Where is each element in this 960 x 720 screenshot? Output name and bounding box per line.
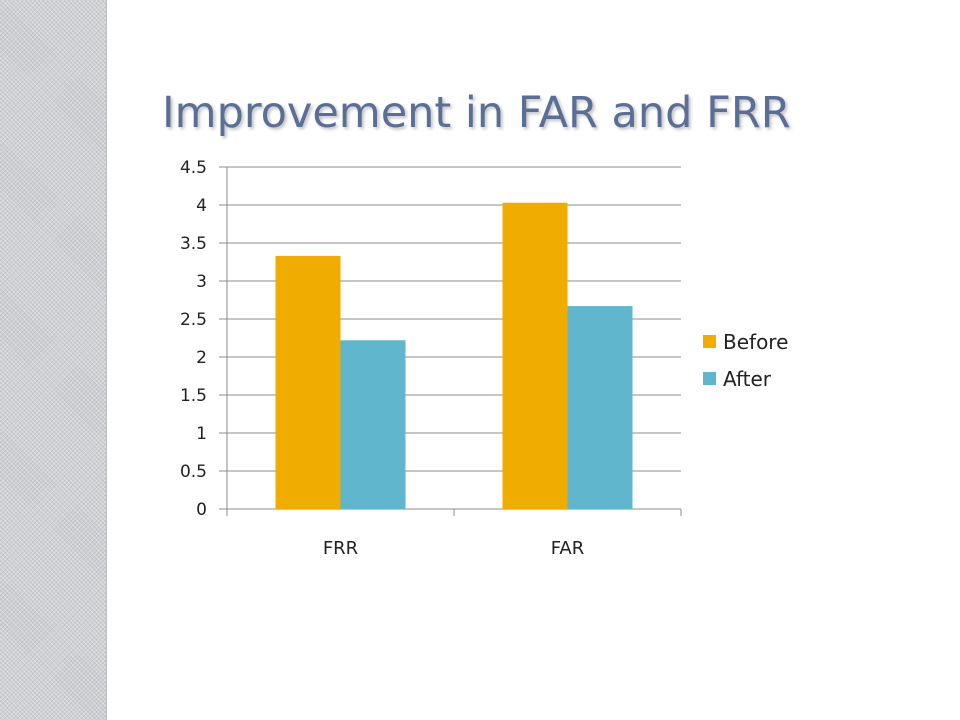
x-category-label: FRR (323, 538, 358, 559)
y-tick-label: 3.5 (180, 234, 207, 254)
legend-swatch-after (703, 372, 716, 385)
y-tick-label: 4 (196, 196, 207, 216)
legend-swatch-before (703, 335, 716, 348)
y-tick-label: 2 (196, 348, 207, 368)
y-tick-label: 1.5 (180, 386, 207, 406)
y-tick-label: 2.5 (180, 310, 207, 330)
legend-label-after: After (723, 367, 772, 391)
decorative-side-strip (0, 0, 107, 720)
legend-label-before: Before (723, 330, 788, 354)
y-tick-label: 1 (196, 424, 207, 444)
y-tick-label: 0.5 (180, 462, 207, 482)
bar-before-frr (275, 255, 341, 509)
y-tick-label: 0 (196, 500, 207, 520)
y-tick-label: 3 (196, 272, 207, 292)
bar-before-far (502, 202, 568, 509)
slide-title: Improvement in FAR and FRR (162, 88, 791, 138)
x-category-label: FAR (551, 538, 585, 559)
bar-after-far (567, 306, 633, 509)
bar-after-frr (340, 340, 406, 509)
y-tick-label: 4.5 (180, 158, 207, 178)
